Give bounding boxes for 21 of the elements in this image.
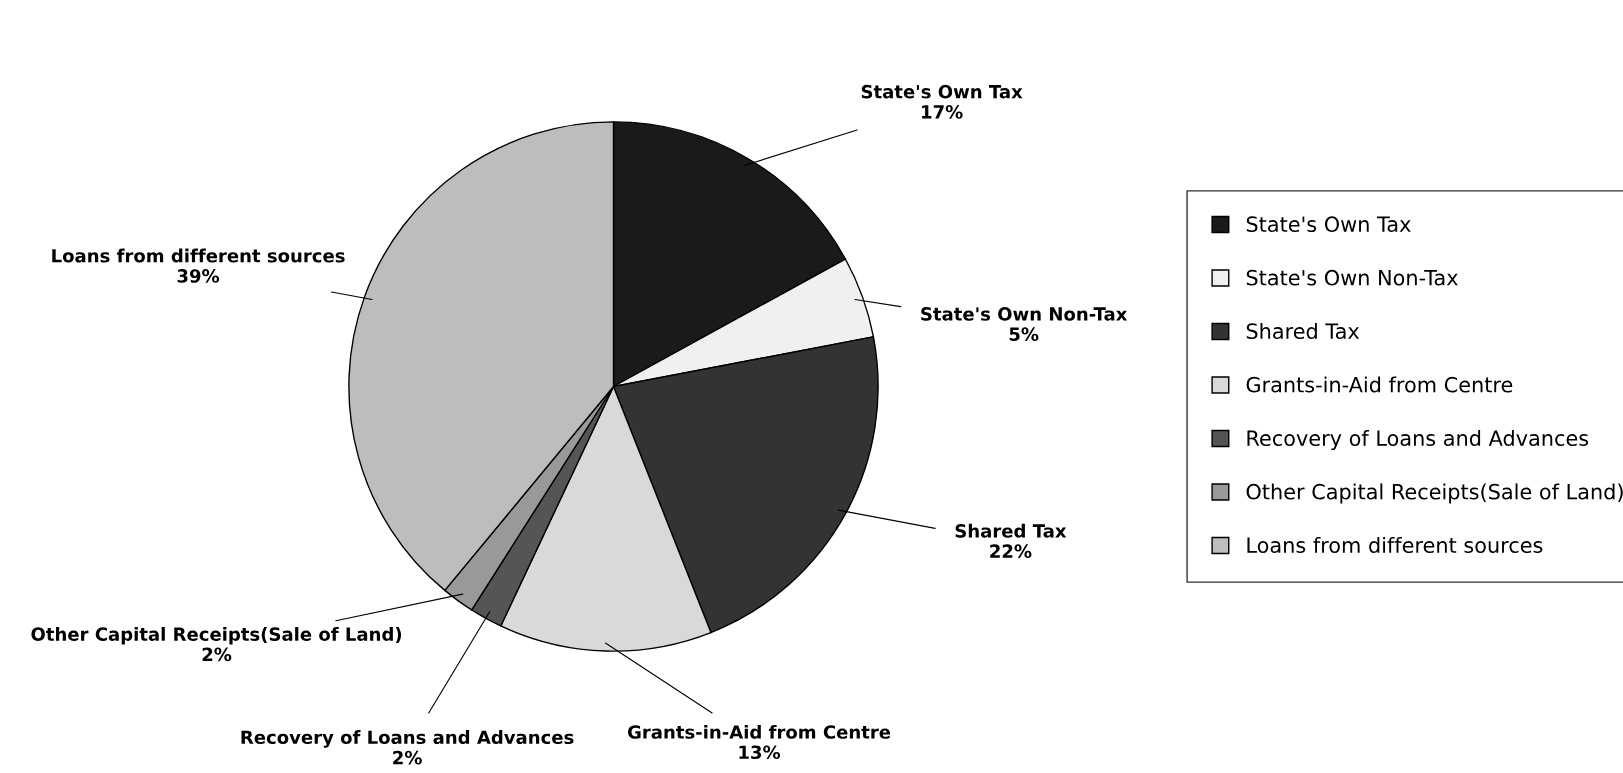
slice-label: Shared Tax (955, 523, 1067, 538)
data-label: 17% (922, 105, 963, 119)
slice-label: Grants-in-Aid from Centre (627, 724, 891, 739)
data-label: 39% (177, 269, 220, 283)
legend-label: Grants-in-Aid from Centre (1246, 376, 1513, 393)
slice-label: Other Capital Receipts(Sale of Land) (31, 626, 402, 645)
slice-label: State's Own Tax (861, 84, 1023, 99)
data-label: 2% (393, 750, 422, 765)
legend-label: State's Own Non-Tax (1246, 269, 1458, 286)
data-label: 5% (1009, 327, 1039, 341)
slice-label: Loans from different sources (52, 248, 345, 263)
legend-label: Other Capital Receipts(Sale of Land) (1246, 483, 1623, 504)
data-label: 2% (202, 647, 232, 662)
legend-label: Recovery of Loans and Advances (1247, 429, 1589, 451)
data-label: 13% (739, 745, 781, 760)
slice-label: Recovery of Loans and Advances (241, 730, 574, 748)
slice-label: State's Own Non-Tax (921, 307, 1128, 321)
data-label: 22% (990, 544, 1032, 558)
legend-label: Shared Tax (1246, 322, 1360, 340)
legend-label: Loans from different sources (1247, 536, 1543, 554)
legend-label: State's Own Tax (1246, 216, 1411, 233)
